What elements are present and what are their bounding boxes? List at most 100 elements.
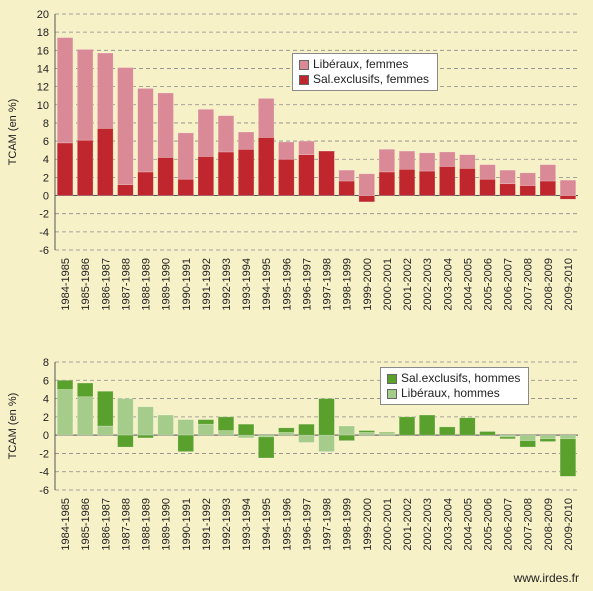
bar-segment [398, 150, 416, 170]
x-tick-label: 1988-1989 [141, 258, 153, 311]
bar-segment [77, 396, 94, 436]
bar-segment [418, 170, 436, 196]
x-tick-label: 1988-1989 [141, 498, 153, 551]
legend-item: Sal.exclusifs, hommes [387, 371, 520, 386]
bar-segment [338, 425, 355, 436]
y-tick-label: 2 [43, 412, 49, 424]
bar-segment [157, 157, 174, 196]
y-tick-label: 18 [37, 27, 49, 39]
bar-segment [338, 169, 355, 182]
bar-segment [237, 423, 255, 436]
y-tick-label: -2 [39, 209, 49, 221]
bar-segment [117, 434, 134, 448]
y-tick-label: 6 [43, 375, 49, 387]
legend-label: Libéraux, femmes [313, 57, 409, 71]
bar-segment [237, 148, 255, 196]
bar-segment [177, 178, 194, 196]
x-tick-label: 1995-1996 [281, 258, 293, 311]
y-tick-label: -6 [39, 485, 49, 497]
bar-segment [559, 434, 577, 440]
x-tick-label: 1998-1999 [342, 258, 354, 311]
x-tick-label: 1999-2000 [362, 258, 374, 311]
bar-segment [439, 166, 456, 196]
bar-segment [258, 137, 275, 196]
bar-segment [197, 156, 215, 196]
y-tick-label: 20 [37, 9, 49, 21]
bar-segment [278, 427, 295, 433]
y-tick-label: 2 [43, 172, 49, 184]
x-tick-label: 1990-1991 [181, 258, 193, 311]
y-tick-label: 0 [43, 191, 49, 203]
bar-segment [278, 141, 295, 160]
bar-segment [197, 419, 215, 425]
y-tick-label: 4 [43, 394, 49, 406]
bar-segment [197, 109, 215, 157]
bar-segment [519, 185, 536, 196]
bar-segment [378, 171, 396, 196]
x-tick-label: 1985-1986 [80, 498, 92, 551]
bar-segment [318, 150, 335, 196]
y-tick-label: 6 [43, 136, 49, 148]
x-tick-label: 2007-2008 [523, 498, 535, 551]
bar-segment [157, 92, 174, 158]
legend-label: Libéraux, hommes [401, 386, 500, 400]
x-tick-label: 1997-1998 [322, 258, 334, 311]
x-tick-label: 2005-2006 [482, 498, 494, 551]
bar-segment [177, 419, 194, 436]
bar-segment [298, 140, 315, 155]
x-tick-label: 2008-2009 [543, 498, 555, 551]
y-tick-label: -4 [39, 227, 49, 239]
bar-segment [97, 128, 114, 196]
legend-item: Libéraux, hommes [387, 386, 520, 401]
x-tick-label: 2002-2003 [422, 498, 434, 551]
x-tick-label: 1992-1993 [221, 498, 233, 551]
y-tick-label: 16 [37, 45, 49, 57]
bar-segment [378, 148, 396, 173]
bar-segment [439, 151, 456, 167]
legend-swatch [299, 59, 309, 70]
legend-top: Libéraux, femmes Sal.exclusifs, femmes [292, 53, 439, 91]
x-tick-label: 1994-1995 [261, 258, 273, 311]
bar-segment [278, 432, 295, 436]
bar-segment [217, 416, 235, 431]
x-tick-label: 1998-1999 [342, 498, 354, 551]
x-tick-label: 1993-1994 [241, 258, 253, 311]
x-tick-label: 2001-2002 [402, 498, 414, 551]
x-tick-label: 1989-1990 [161, 258, 173, 311]
legend-item: Libéraux, femmes [299, 57, 429, 72]
bar-segment [137, 406, 154, 436]
bar-segment [197, 423, 215, 436]
x-tick-label: 1991-1992 [201, 498, 213, 551]
bar-segment [539, 434, 556, 440]
x-tick-label: 1985-1986 [80, 258, 92, 311]
bar-segment [258, 98, 275, 138]
y-tick-label: -6 [39, 245, 49, 257]
y-tick-label: -4 [39, 467, 49, 479]
x-tick-label: 2004-2005 [462, 258, 474, 311]
y-tick-label: 8 [43, 118, 49, 130]
bar-segment [499, 183, 516, 196]
bar-segment [258, 436, 275, 459]
y-tick-label: 12 [37, 82, 49, 94]
y-tick-label: 4 [43, 154, 49, 166]
bar-segment [177, 132, 194, 180]
bar-segment [298, 423, 315, 436]
bar-segment [479, 164, 496, 180]
bar-segment [338, 180, 355, 196]
bar-segment [559, 179, 577, 196]
bar-segment [398, 416, 416, 436]
bar-segment [217, 430, 235, 436]
bar-segment [378, 432, 396, 434]
x-tick-label: 1986-1987 [100, 258, 112, 311]
x-tick-label: 1997-1998 [322, 498, 334, 551]
x-tick-label: 1989-1990 [161, 498, 173, 551]
bar-segment [499, 436, 516, 440]
bar-segment [358, 173, 375, 196]
bar-segment [77, 139, 94, 196]
bar-segment [559, 195, 577, 200]
bar-segment [117, 398, 134, 436]
bar-segment [137, 171, 154, 196]
bar-segment [479, 178, 496, 196]
bar-segment [117, 184, 134, 196]
